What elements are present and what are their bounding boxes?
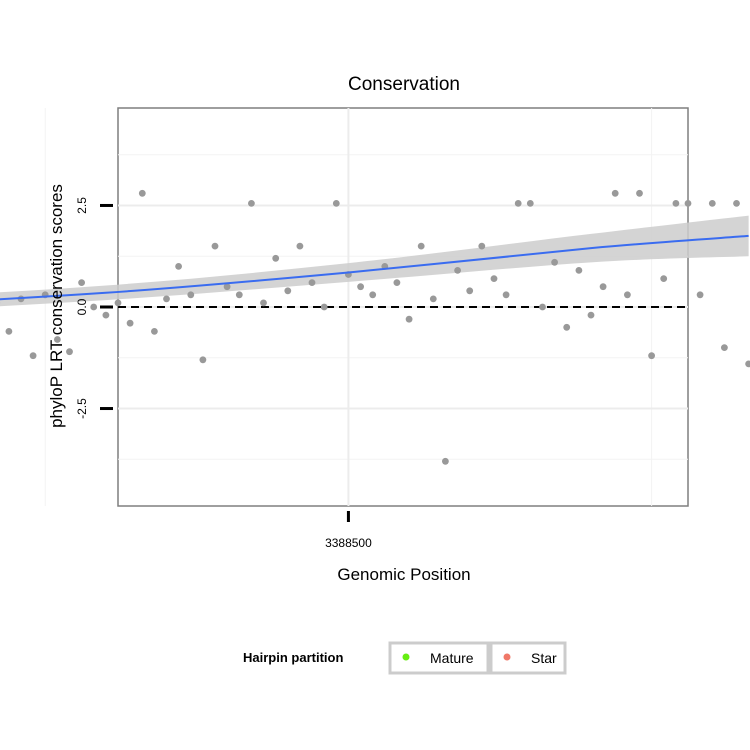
data-point-other bbox=[199, 356, 207, 364]
legend-label-mature: Mature bbox=[430, 650, 474, 666]
plot-panel bbox=[0, 107, 750, 507]
legend: Hairpin partition Mature Star bbox=[243, 641, 567, 675]
data-point-other bbox=[502, 291, 510, 299]
data-point-other bbox=[90, 303, 98, 311]
data-point-other bbox=[599, 283, 607, 291]
data-point-other bbox=[260, 299, 267, 307]
data-point-other bbox=[587, 311, 595, 319]
legend-key-mature bbox=[402, 653, 410, 661]
y-axis-title: phyloP LRT conservation scores bbox=[47, 184, 66, 428]
data-point-other bbox=[514, 200, 522, 207]
data-point-other bbox=[551, 258, 558, 266]
data-point-other bbox=[187, 291, 195, 299]
smooth-trend-line bbox=[0, 234, 749, 301]
data-point-other bbox=[357, 283, 364, 291]
data-point-other bbox=[575, 267, 583, 274]
data-point-other bbox=[272, 254, 280, 262]
data-point-other bbox=[320, 303, 328, 311]
data-point-other bbox=[636, 189, 643, 197]
data-point-other bbox=[114, 299, 122, 307]
data-point-other bbox=[733, 200, 740, 207]
data-point-other bbox=[684, 200, 692, 207]
data-point-other bbox=[660, 275, 668, 282]
data-point-other bbox=[442, 457, 449, 465]
legend-key-star-box bbox=[489, 641, 567, 675]
data-point-other bbox=[648, 352, 655, 360]
data-point-other bbox=[332, 200, 340, 207]
x-tick-label: 3388500 bbox=[325, 536, 372, 550]
data-point-other bbox=[54, 336, 61, 343]
data-point-other bbox=[211, 242, 219, 250]
data-point-other bbox=[5, 328, 13, 335]
data-point-other bbox=[490, 275, 498, 282]
data-point-other bbox=[405, 315, 413, 323]
data-point-other bbox=[672, 200, 680, 207]
y-axis: -2.5 0.0 2.5 bbox=[75, 197, 113, 419]
data-point-other bbox=[223, 283, 231, 291]
data-point-other bbox=[126, 319, 134, 327]
x-axis: 33887003388650338860033885503388500 bbox=[325, 511, 372, 550]
data-point-other bbox=[563, 323, 571, 331]
legend-key-star bbox=[503, 653, 511, 661]
data-point-other bbox=[466, 287, 474, 295]
y-tick-label: 0.0 bbox=[75, 298, 89, 315]
data-point-other bbox=[175, 263, 183, 270]
series-other bbox=[0, 189, 750, 465]
data-point-other bbox=[235, 291, 243, 299]
legend-label-star: Star bbox=[531, 650, 557, 666]
data-point-other bbox=[308, 279, 316, 286]
y-tick-label: -2.5 bbox=[75, 398, 89, 419]
data-point-other bbox=[526, 200, 534, 207]
data-point-other bbox=[369, 291, 377, 299]
smooth-confidence-band bbox=[0, 215, 749, 307]
data-point-other bbox=[611, 189, 619, 197]
data-point-other bbox=[721, 344, 728, 351]
data-point-other bbox=[29, 352, 37, 360]
data-point-other bbox=[708, 200, 716, 207]
data-point-other bbox=[163, 295, 170, 303]
chart-title: Conservation bbox=[348, 74, 460, 95]
data-points bbox=[0, 189, 750, 465]
data-point-other bbox=[624, 291, 631, 299]
data-point-other bbox=[696, 291, 704, 299]
data-point-other bbox=[417, 242, 425, 250]
data-point-other bbox=[284, 287, 292, 295]
data-point-other bbox=[478, 242, 486, 250]
data-point-other bbox=[78, 279, 85, 286]
legend-title: Hairpin partition bbox=[243, 650, 343, 665]
legend-key-mature-box bbox=[388, 641, 490, 675]
data-point-other bbox=[102, 311, 110, 319]
data-point-other bbox=[539, 303, 546, 311]
data-point-other bbox=[429, 295, 437, 303]
data-point-other bbox=[138, 189, 146, 197]
y-tick-label: 2.5 bbox=[75, 197, 89, 214]
data-point-other bbox=[745, 360, 750, 368]
x-axis-title: Genomic Position bbox=[337, 565, 470, 584]
data-point-other bbox=[66, 348, 73, 356]
data-point-other bbox=[454, 267, 461, 274]
data-point-other bbox=[296, 242, 304, 250]
data-point-other bbox=[151, 328, 158, 335]
data-point-other bbox=[248, 200, 255, 207]
data-point-other bbox=[393, 279, 401, 286]
